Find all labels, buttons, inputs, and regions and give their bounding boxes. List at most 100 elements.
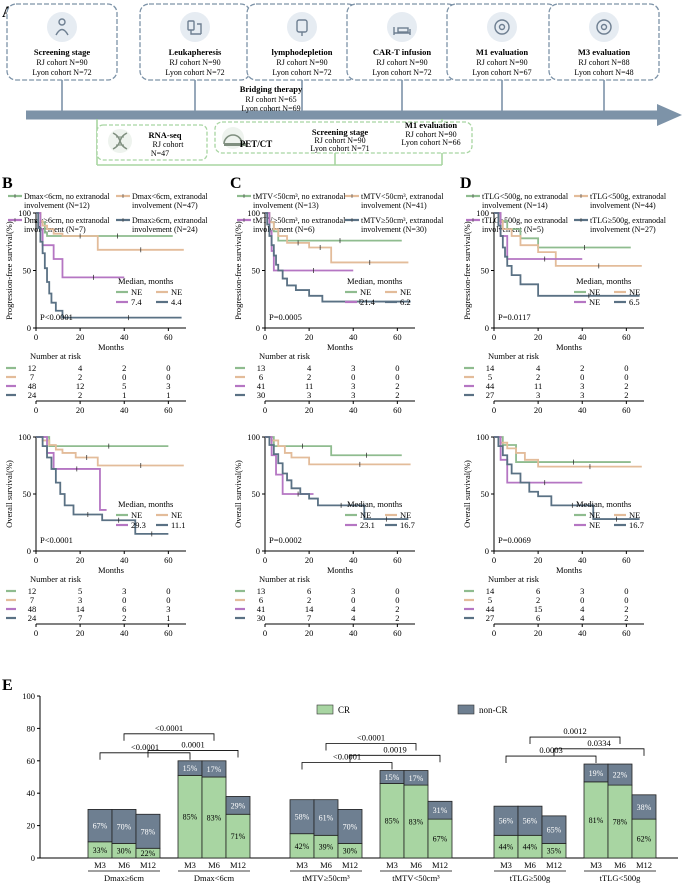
median-title: Median, months: [576, 499, 631, 509]
bar-segment-cr: [403, 784, 429, 859]
bar-label-noncr: 19%: [589, 769, 604, 778]
comparison-bracket: 0.0019: [349, 744, 441, 763]
risk-count: 1: [166, 613, 170, 623]
risk-count: 3: [78, 595, 82, 605]
risk-count: 3: [580, 381, 584, 391]
risk-count: 4: [78, 363, 83, 373]
bar-x-label: M6: [524, 860, 536, 870]
median-value: 6.5: [629, 297, 640, 307]
comparison-p-value: <0.0001: [131, 742, 159, 752]
stage-lyon-4: Lyon cohort N=72: [372, 68, 431, 77]
legend-label: tTLG≥500g, no extranodal: [482, 216, 569, 225]
km-curve-blue: [494, 436, 640, 520]
y-axis-label: Overall survival(%): [4, 460, 14, 528]
risk-count: 4: [307, 363, 312, 373]
risk-x-tick-label: 20: [76, 628, 85, 638]
risk-count: 15: [534, 604, 543, 614]
bar-label-noncr: 70%: [343, 822, 358, 831]
y-axis-label: Overall survival(%): [462, 460, 472, 528]
bar-label-noncr: 38%: [637, 803, 652, 812]
comparison-p-value: <0.0001: [357, 733, 385, 743]
km-curve-blue: [265, 436, 409, 520]
risk-x-tick-label: 60: [393, 405, 402, 415]
risk-count: 4: [351, 604, 356, 614]
median-value: 29.3: [131, 520, 146, 530]
legend-label: Dmax≥6cm, extranodal: [132, 216, 208, 225]
bar-x-label: M6: [320, 860, 332, 870]
x-tick-label: 40: [578, 555, 587, 565]
stage-lyon-2: Lyon cohort N=72: [165, 68, 224, 77]
risk-x-tick-label: 20: [305, 405, 314, 415]
risk-count: 44: [486, 381, 495, 391]
x-tick-label: 20: [305, 555, 314, 565]
km-curve-purple: [265, 436, 314, 495]
risk-count: 0: [122, 372, 126, 382]
bar-x-label: M6: [118, 860, 130, 870]
legend-label: involvement (N=13): [253, 201, 319, 210]
x-tick-label: 20: [534, 332, 543, 342]
rnaseq-box: RNA-seq RJ cohort N=47: [96, 124, 208, 161]
bar-segment-noncr: [493, 805, 519, 836]
bar-label-noncr: 15%: [183, 764, 198, 773]
risk-count: 7: [30, 595, 34, 605]
y-tick-label: 50: [252, 489, 261, 499]
median-value: 23.1: [360, 520, 375, 530]
risk-x-tick-label: 60: [393, 628, 402, 638]
median-value: NE: [589, 287, 600, 297]
bar-segment-noncr: [337, 809, 363, 844]
bar-segment-cr: [583, 781, 609, 859]
median-value: NE: [360, 287, 371, 297]
bar-label-noncr: 78%: [141, 827, 156, 836]
risk-count: 6: [259, 595, 263, 605]
y-tick-label: 0: [31, 853, 35, 863]
petct-m1-line-1: RJ cohort N=90: [405, 130, 456, 139]
stage-title-4: CAR-T infusion: [373, 47, 431, 57]
legend-label: involvement (N=44): [590, 201, 656, 210]
y-tick-label: 20: [27, 821, 36, 831]
y-axis-label: Progression-free survival(%): [233, 221, 243, 320]
y-tick-label: 50: [23, 266, 32, 276]
median-value: 7.4: [131, 297, 142, 307]
comparison-p-value: 0.0019: [383, 744, 406, 754]
risk-count: 0: [351, 372, 355, 382]
risk-x-tick-label: 40: [578, 628, 587, 638]
risk-count: 3: [307, 390, 311, 400]
bar-group-label: tTLG<500g: [600, 873, 641, 883]
risk-count: 2: [395, 390, 399, 400]
lymphoma-cell-icon: [589, 12, 619, 42]
risk-count: 0: [624, 372, 628, 382]
legend-label: Dmax<6cm, extranodal: [132, 192, 208, 201]
p-value: P<0.0001: [40, 312, 73, 322]
p-value: P<0.0001: [40, 535, 73, 545]
bar-label-noncr: 56%: [523, 817, 538, 826]
petct-screening-line-2: Lyon cohort N=71: [310, 144, 369, 153]
pet-ct-scanner-icon: [222, 127, 246, 149]
y-tick-label: 0: [27, 323, 31, 333]
km-curve-blue: [36, 212, 182, 319]
comparison-bracket: 0.0001: [147, 739, 239, 758]
bar-label-cr: 44%: [499, 843, 514, 852]
legend-label: involvement (N=30): [361, 225, 427, 234]
km-curve-blue: [265, 212, 411, 303]
risk-count: 6: [122, 604, 126, 614]
bar-group-3: 42% 58% M3 39% 61% M6 30% 70% M12 tMTV≥50cm³: [289, 799, 363, 883]
bar-x-label: M3: [386, 860, 398, 870]
risk-x-tick-label: 40: [349, 405, 358, 415]
risk-count: 5: [78, 586, 82, 596]
comparison-bracket: <0.0001: [301, 752, 393, 770]
hospital-bed-icon: [387, 12, 417, 42]
x-tick-label: 0: [263, 555, 267, 565]
bar-group-label: tMTV≥50cm³: [302, 873, 350, 883]
median-value: NE: [131, 510, 142, 520]
bar-x-label: M3: [94, 860, 106, 870]
stage-rj-3: RJ cohort N=90: [276, 58, 327, 67]
bar-group-label: Dmax≥6cm: [104, 873, 144, 883]
risk-count: 6: [536, 586, 540, 596]
x-tick-label: 40: [120, 332, 129, 342]
petct-box: PET/CT Screening stage RJ cohort N=90 Ly…: [214, 120, 473, 154]
